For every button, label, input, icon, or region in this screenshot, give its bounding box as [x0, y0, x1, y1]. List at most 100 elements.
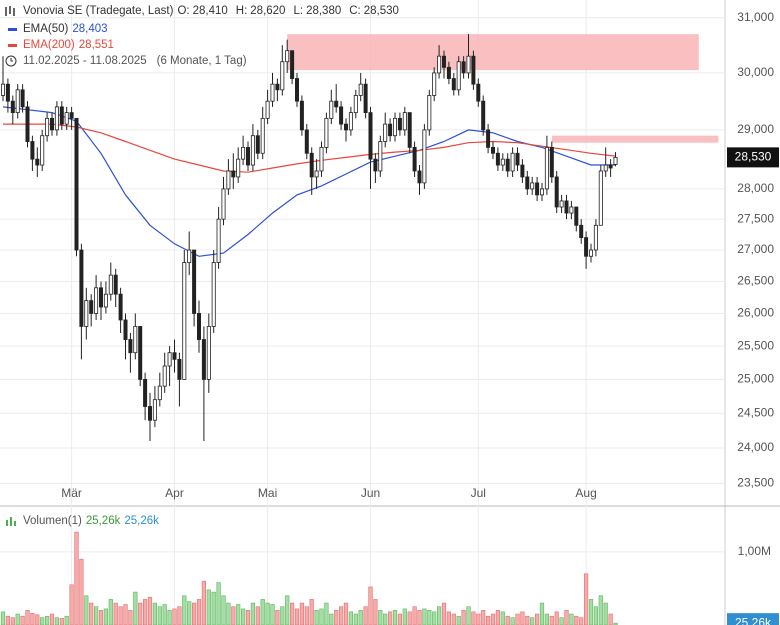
volume-bar	[363, 606, 368, 625]
candle-body	[329, 100, 334, 119]
volume-bar	[588, 599, 594, 625]
volume-bar	[329, 613, 334, 625]
volume-bar	[265, 602, 270, 625]
volume-bar	[319, 608, 324, 625]
volume-bar	[74, 531, 79, 625]
y-tick-label: 31,000	[737, 10, 774, 24]
candle-body	[388, 123, 393, 137]
volume-bar	[530, 617, 535, 625]
legend-ema200: EMA(200) 28,551	[8, 39, 118, 51]
candle-body	[535, 182, 540, 196]
candle-body	[500, 158, 505, 166]
volume-bar	[397, 613, 403, 625]
volume-bar	[84, 595, 89, 625]
candle-body	[265, 100, 270, 119]
volume-tag	[727, 613, 779, 625]
candle-body	[285, 50, 290, 63]
volume-bar	[113, 602, 118, 625]
candle-body	[69, 112, 74, 119]
candle-body	[392, 117, 397, 137]
volume-bar	[598, 595, 603, 625]
volume-bar	[378, 610, 383, 625]
title: Vonovia SE (Tradegate, Last)	[23, 5, 174, 17]
volume-bar	[123, 604, 128, 625]
volume-bar	[128, 610, 133, 625]
candle-body	[544, 146, 549, 190]
y-tick-label: 25,500	[737, 338, 774, 352]
candle-body	[118, 293, 123, 321]
candle-body	[270, 83, 275, 102]
volume-bar	[147, 596, 153, 625]
candle-body	[481, 100, 486, 131]
volume-bar	[211, 591, 216, 625]
volume-bar	[206, 589, 211, 625]
volume-bar	[476, 613, 481, 625]
volume-bar	[280, 606, 285, 625]
x-tick-label: Mär	[61, 486, 82, 500]
volume-bar	[427, 610, 432, 625]
volume-bar	[417, 610, 422, 625]
volume-bar	[25, 610, 30, 625]
volume-bar	[250, 602, 256, 625]
volume-bar	[138, 602, 143, 625]
volume-bar	[294, 608, 300, 625]
candle-body	[476, 83, 481, 102]
candle-body	[525, 176, 530, 190]
candle-body	[407, 112, 412, 148]
volume-bar	[299, 602, 305, 625]
candle-body	[226, 170, 231, 190]
volume-bar	[466, 606, 471, 625]
volume-bar	[569, 613, 574, 625]
volume-bar	[309, 599, 314, 625]
volume-bar	[187, 601, 192, 625]
candle-body	[143, 378, 148, 407]
volume-bar	[485, 615, 491, 625]
candle-body	[451, 78, 456, 91]
volume-bar	[353, 613, 358, 625]
volume-bar	[289, 602, 295, 625]
volume-bar	[422, 608, 427, 625]
candle-body	[368, 112, 373, 160]
candle-body	[157, 385, 162, 401]
span: (6 Monate, 1 Tag)	[156, 55, 247, 67]
candle-body	[309, 152, 314, 178]
candle-body	[133, 326, 138, 354]
volume-bar	[98, 610, 104, 625]
volume-bar	[324, 602, 329, 625]
period-row: 11.02.2025 - 11.08.2025 (6 Monate, 1 Tag…	[5, 55, 251, 67]
candle-body	[613, 156, 618, 165]
candle-body	[505, 158, 510, 172]
candle-body	[20, 89, 25, 108]
volume-bar	[30, 612, 35, 625]
candle-body	[162, 365, 167, 387]
volume-bar	[343, 602, 349, 625]
candle-body	[275, 83, 280, 91]
volume-bar	[432, 611, 437, 625]
candle-body	[128, 339, 133, 354]
candle-body	[554, 176, 559, 208]
volume-bar	[373, 599, 378, 625]
y-tick-label: 30,000	[737, 65, 774, 79]
candle-body	[216, 218, 221, 263]
candle-body	[172, 352, 177, 360]
volume-bar	[338, 606, 344, 625]
volume-bar	[44, 615, 50, 625]
y-tick-label: 26,000	[737, 306, 774, 320]
volume-bar	[412, 606, 417, 625]
candle-body	[343, 123, 348, 131]
volume-bar	[583, 573, 589, 625]
candle-body	[0, 83, 6, 96]
volume-bar	[549, 615, 554, 625]
ohlc-value: 28,410	[192, 5, 228, 17]
volume-bar	[451, 613, 456, 625]
candle-body	[510, 152, 515, 172]
candle-body	[515, 152, 520, 166]
candle-body	[397, 117, 402, 131]
volume-bar	[559, 617, 564, 625]
volume-bar	[574, 615, 579, 625]
candle-body	[437, 55, 442, 74]
volume-bar	[407, 611, 412, 625]
candle-body	[584, 237, 589, 257]
candle-body	[10, 100, 15, 114]
volume-bar	[368, 586, 373, 625]
